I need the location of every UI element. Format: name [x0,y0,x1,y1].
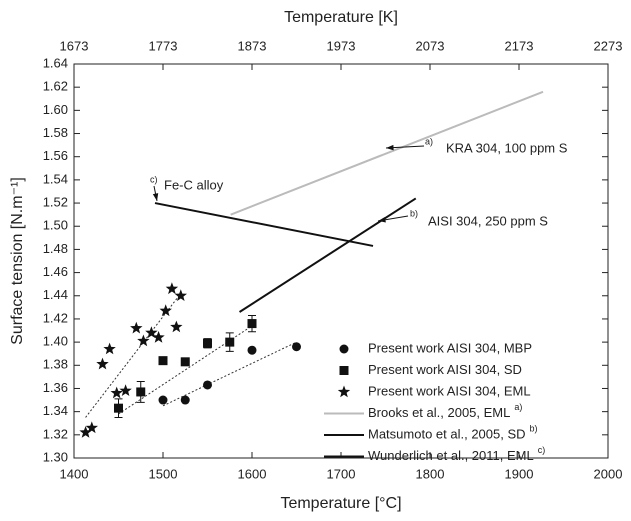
point [136,387,146,397]
point [103,342,116,355]
x-tick-label: 1600 [238,466,267,481]
annotation: Fe-C alloy [164,177,224,192]
legend-label: Present work AISI 304, SD [368,362,522,377]
annotation-ref: a) [425,136,433,146]
legend-swatch [339,344,349,354]
legend-label: Matsumoto et al., 2005, SD [368,426,526,441]
point [137,334,150,347]
plot-frame [73,63,609,459]
y-tick-label: 1.50 [43,218,68,233]
y-tick-label: 1.40 [43,334,68,349]
point [119,384,132,396]
point [110,386,123,399]
x-tick-label: 2000 [594,466,623,481]
y-tick-label: 1.54 [43,171,68,186]
x2-tick-label: 1973 [327,38,356,53]
legend-ref: b) [530,423,538,433]
x-axis-label: Temperature [°C] [280,495,401,512]
x2-tick-label: 2073 [416,38,445,53]
y-tick-label: 1.58 [43,125,68,140]
point [203,380,212,390]
point [225,337,235,347]
x2-axis-label: Temperature [K] [284,9,398,26]
point [165,282,179,295]
x2-tick-label: 1773 [149,38,178,53]
y-axis-label: Surface tension [N.m⁻¹] [9,177,26,345]
y-tick-label: 1.32 [43,426,68,441]
legend-label: Present work AISI 304, EML [368,383,531,398]
point [85,421,98,434]
y-tick-label: 1.60 [43,102,68,117]
point [96,357,109,370]
y-tick-label: 1.44 [43,287,68,302]
point [152,331,165,343]
y-tick-label: 1.56 [43,148,68,163]
y-tick-label: 1.52 [43,194,68,209]
x2-tick-label: 2173 [505,38,534,53]
reference-line [154,202,374,247]
point [114,403,123,413]
y-tick-label: 1.36 [43,380,68,395]
y-tick-label: 1.42 [43,310,68,325]
point [292,342,301,352]
point [158,395,168,405]
point [174,289,187,301]
annotation: KRA 304, 100 ppm S [446,140,568,155]
legend-swatch [337,385,351,398]
reference-line [238,197,417,313]
legend-label: Wunderlich et al., 2011, EML [368,448,534,463]
point [170,320,183,333]
point [180,395,190,405]
annotation-ref: c) [150,174,158,184]
arrow-head [386,144,394,151]
fit-line [162,341,297,407]
legend-ref: a) [514,402,522,412]
annotation: AISI 304, 250 ppm S [428,213,548,228]
reference-line [230,90,544,216]
y-tick-label: 1.30 [43,449,68,464]
y-tick-label: 1.62 [43,79,68,94]
x-tick-label: 1400 [60,466,89,481]
x-tick-label: 1800 [416,466,445,481]
legend-ref: c) [538,445,546,455]
arrow-head [152,193,159,201]
x-tick-label: 1700 [327,466,356,481]
legend-label: Brooks et al., 2005, EML [368,405,510,420]
point [159,304,172,317]
point [203,338,212,348]
point [247,345,257,355]
arrow-head [378,217,386,223]
y-tick-label: 1.34 [43,403,68,418]
point [180,357,190,367]
point [145,326,158,339]
y-tick-label: 1.48 [43,241,68,256]
point [247,319,257,329]
x2-tick-label: 2273 [594,38,623,53]
point [130,321,143,334]
legend-label: Present work AISI 304, MBP [368,340,532,355]
x-tick-label: 1900 [505,466,534,481]
x2-tick-label: 1873 [238,38,267,53]
annotation-ref: b) [410,208,418,218]
x-tick-label: 1500 [149,466,178,481]
legend-swatch [339,366,349,375]
point [79,426,92,438]
y-tick-label: 1.46 [43,264,68,279]
point [158,356,168,366]
y-tick-label: 1.38 [43,357,68,372]
y-tick-label: 1.64 [43,55,68,70]
x2-tick-label: 1673 [60,38,89,53]
